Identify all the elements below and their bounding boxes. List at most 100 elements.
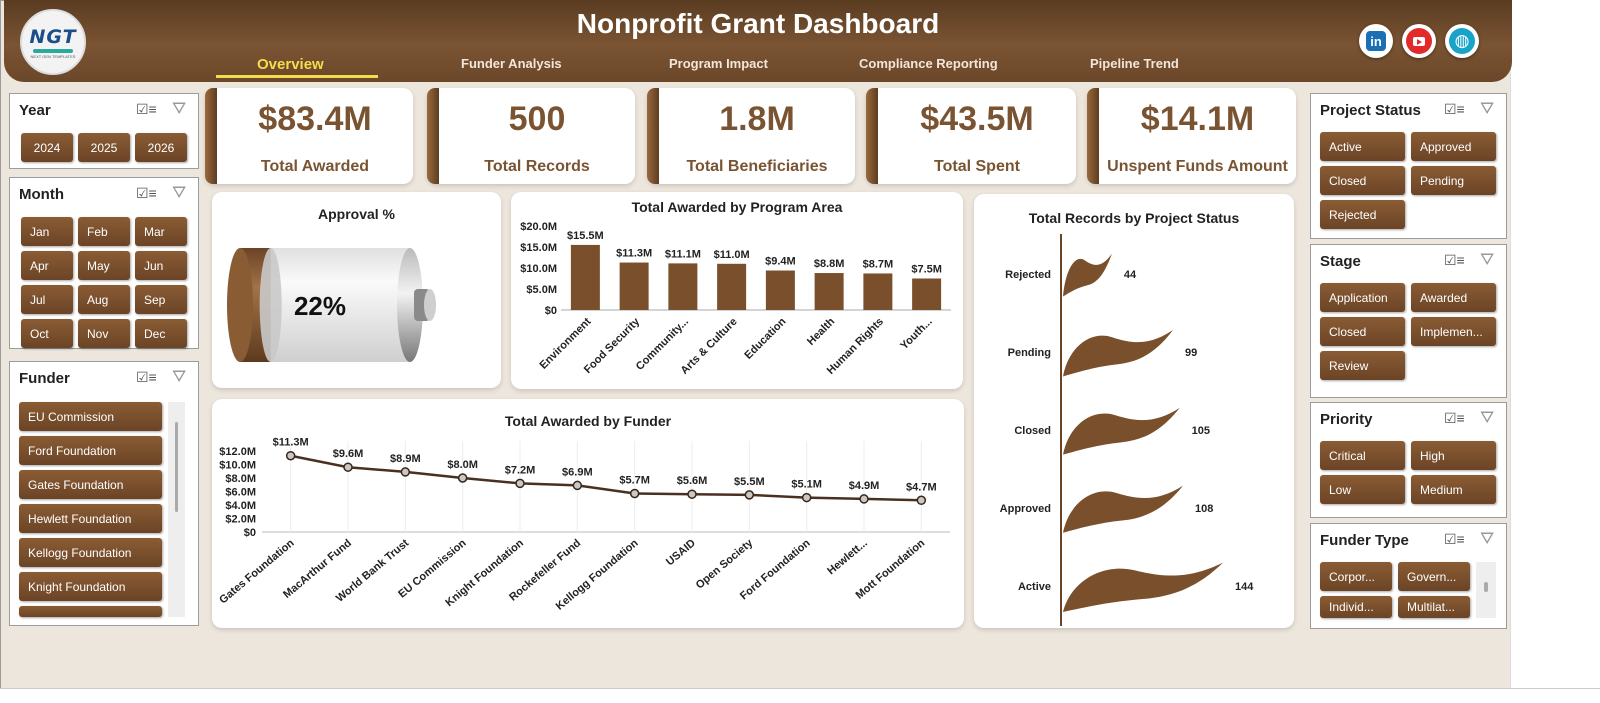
- globe-icon: ◍: [1449, 28, 1475, 54]
- y-tick-label: $10.0M: [219, 460, 256, 472]
- slicer-item-gates-foundation[interactable]: Gates Foundation: [19, 470, 162, 499]
- data-point[interactable]: [343, 462, 353, 472]
- slicer-item-dec[interactable]: Dec: [135, 319, 187, 348]
- slicer-item-aug[interactable]: Aug: [78, 285, 130, 314]
- data-point[interactable]: [916, 495, 927, 506]
- slicer-item-feb[interactable]: Feb: [78, 217, 130, 246]
- status-bar[interactable]: [1063, 562, 1223, 612]
- chart-title: Total Records by Project Status: [1028, 210, 1240, 226]
- website-button[interactable]: ◍: [1445, 24, 1479, 58]
- slicer-item-jun[interactable]: Jun: [135, 251, 187, 280]
- bar[interactable]: [912, 278, 942, 311]
- slicer-item-jan[interactable]: Jan: [21, 217, 73, 246]
- data-point[interactable]: [801, 492, 812, 503]
- clear-filter-icon[interactable]: [170, 183, 192, 205]
- slicer-item-pending[interactable]: Pending: [1411, 166, 1496, 195]
- status-bar[interactable]: [1063, 253, 1112, 297]
- slicer-item-high[interactable]: High: [1411, 441, 1496, 470]
- tab-pipeline-trend[interactable]: Pipeline Trend: [1090, 56, 1179, 71]
- tab-overview[interactable]: Overview: [257, 56, 324, 73]
- slicer-item-awarded[interactable]: Awarded: [1411, 283, 1496, 312]
- data-point[interactable]: [515, 478, 525, 489]
- data-point[interactable]: [572, 480, 583, 491]
- scrollbar-thumb[interactable]: [1484, 582, 1488, 592]
- slicer-item-review[interactable]: Review: [1320, 351, 1405, 380]
- data-point[interactable]: [457, 473, 468, 483]
- status-bar[interactable]: [1063, 485, 1183, 533]
- multi-select-icon[interactable]: [136, 185, 158, 205]
- slicer-item-may[interactable]: May: [78, 251, 130, 280]
- bar[interactable]: [765, 270, 795, 310]
- clear-filter-icon[interactable]: [1478, 408, 1500, 430]
- tab-compliance-reporting[interactable]: Compliance Reporting: [859, 56, 998, 71]
- slicer-item-2026[interactable]: 2026: [135, 133, 187, 162]
- multi-select-icon[interactable]: [1444, 101, 1466, 121]
- slicer-item-closed[interactable]: Closed: [1320, 317, 1405, 346]
- multi-select-icon[interactable]: [1444, 252, 1466, 272]
- slicer-item-critical[interactable]: Critical: [1320, 441, 1405, 470]
- slicer-item-partial[interactable]: [19, 606, 162, 617]
- status-bar[interactable]: [1063, 330, 1173, 377]
- data-point[interactable]: [744, 490, 755, 500]
- slicer-item-corporate[interactable]: Corpor...: [1320, 562, 1392, 591]
- data-label: 144: [1235, 581, 1254, 593]
- multi-select-icon[interactable]: [136, 101, 158, 121]
- slicer-item-closed[interactable]: Closed: [1320, 166, 1405, 195]
- slicer-item-ford-foundation[interactable]: Ford Foundation: [19, 436, 162, 465]
- clear-filter-icon[interactable]: [1478, 250, 1500, 272]
- clear-filter-icon[interactable]: [1478, 99, 1500, 121]
- slicer-item-sep[interactable]: Sep: [135, 285, 187, 314]
- slicer-item-2025[interactable]: 2025: [78, 133, 130, 162]
- header-banner: NGT NEXT GEN TEMPLATES Nonprofit Grant D…: [4, 0, 1512, 82]
- bar[interactable]: [717, 263, 747, 310]
- youtube-button[interactable]: [1402, 24, 1436, 58]
- data-point[interactable]: [859, 494, 869, 504]
- tab-funder-analysis[interactable]: Funder Analysis: [461, 56, 562, 71]
- slicer-item-multilateral[interactable]: Multilat...: [1398, 596, 1470, 618]
- data-point[interactable]: [687, 489, 697, 499]
- slicer-item-knight-foundation[interactable]: Knight Foundation: [19, 572, 162, 601]
- linkedin-button[interactable]: in: [1359, 24, 1393, 58]
- slicer-item-nov[interactable]: Nov: [78, 319, 130, 348]
- slicer-item-approved[interactable]: Approved: [1411, 132, 1496, 161]
- status-bar[interactable]: [1063, 407, 1180, 455]
- slicer-item-oct[interactable]: Oct: [21, 319, 73, 348]
- slicer-item-medium[interactable]: Medium: [1411, 475, 1496, 504]
- data-point[interactable]: [629, 488, 640, 499]
- slicer-item-apr[interactable]: Apr: [21, 251, 73, 280]
- slicer-item-rejected[interactable]: Rejected: [1320, 200, 1405, 229]
- clear-filter-icon[interactable]: [1478, 529, 1500, 551]
- tab-program-impact[interactable]: Program Impact: [669, 56, 768, 71]
- multi-select-icon[interactable]: [136, 369, 158, 389]
- data-label: $5.5M: [734, 476, 765, 488]
- bar[interactable]: [814, 273, 844, 310]
- slicer-item-mar[interactable]: Mar: [135, 217, 187, 246]
- slicer-item-low[interactable]: Low: [1320, 475, 1405, 504]
- data-point[interactable]: [285, 450, 296, 461]
- multi-select-icon[interactable]: [1444, 410, 1466, 430]
- slicer-item-2024[interactable]: 2024: [21, 133, 73, 162]
- bar[interactable]: [619, 262, 649, 310]
- slicer-item-application[interactable]: Application: [1320, 283, 1405, 312]
- scrollbar-thumb[interactable]: [175, 422, 178, 512]
- multi-select-icon[interactable]: [1444, 531, 1466, 551]
- bar[interactable]: [668, 263, 698, 310]
- bar[interactable]: [863, 273, 893, 310]
- slicer-item-implementation[interactable]: Implemen...: [1411, 317, 1496, 346]
- slicer-item-jul[interactable]: Jul: [21, 285, 73, 314]
- clear-filter-icon[interactable]: [170, 99, 192, 121]
- data-point[interactable]: [400, 467, 411, 477]
- slicer-item-hewlett-foundation[interactable]: Hewlett Foundation: [19, 504, 162, 533]
- data-label: $11.3M: [616, 248, 652, 260]
- data-label: $7.2M: [505, 464, 536, 476]
- slicer-item-government[interactable]: Govern...: [1398, 562, 1470, 591]
- slicer-item-eu-commission[interactable]: EU Commission: [19, 402, 162, 431]
- slicer-item-individual[interactable]: Individ...: [1320, 596, 1392, 618]
- clear-filter-icon[interactable]: [170, 367, 192, 389]
- kpi-label: Unspent Funds Amount: [1107, 158, 1288, 175]
- slicer-item-kellogg-foundation[interactable]: Kellogg Foundation: [19, 538, 162, 567]
- page-title: Nonprofit Grant Dashboard: [576, 8, 940, 39]
- bar[interactable]: [570, 244, 600, 310]
- slicer-item-active[interactable]: Active: [1320, 132, 1405, 161]
- stage-slicer: Stage Application Awarded Closed Impleme…: [1310, 244, 1507, 398]
